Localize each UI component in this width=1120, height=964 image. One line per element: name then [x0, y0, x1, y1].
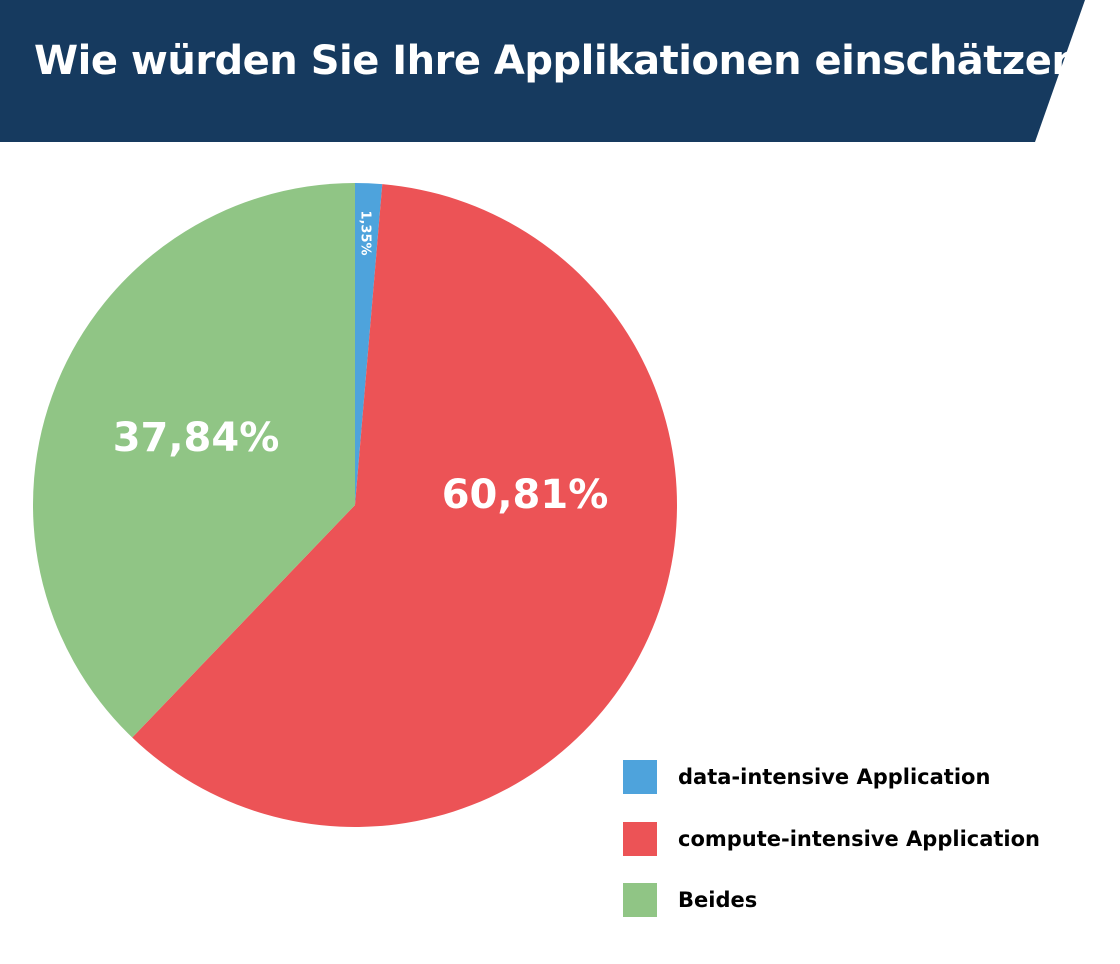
legend-swatch [623, 822, 657, 856]
legend-swatch [623, 760, 657, 794]
data-label: 60,81% [442, 472, 609, 518]
chart-title: Wie würden Sie Ihre Applikationen einsch… [34, 38, 1103, 84]
title-banner [0, 0, 1085, 142]
legend-item-compute-intensive: compute-intensive Application [623, 822, 1040, 856]
data-label: 37,84% [113, 415, 280, 461]
data-label: 1,35% [358, 210, 373, 255]
slice-data-intensive [355, 183, 383, 505]
legend-item-beides: Beides [623, 883, 757, 917]
slice-beides [33, 182, 356, 738]
legend-swatch [623, 883, 657, 917]
legend-label: compute-intensive Application [678, 827, 1041, 851]
legend-item-data-intensive: data-intensive Application [623, 760, 990, 794]
legend-label: data-intensive Application [678, 765, 991, 789]
slice-compute-intensive [132, 184, 678, 827]
legend-label: Beides [678, 888, 758, 912]
